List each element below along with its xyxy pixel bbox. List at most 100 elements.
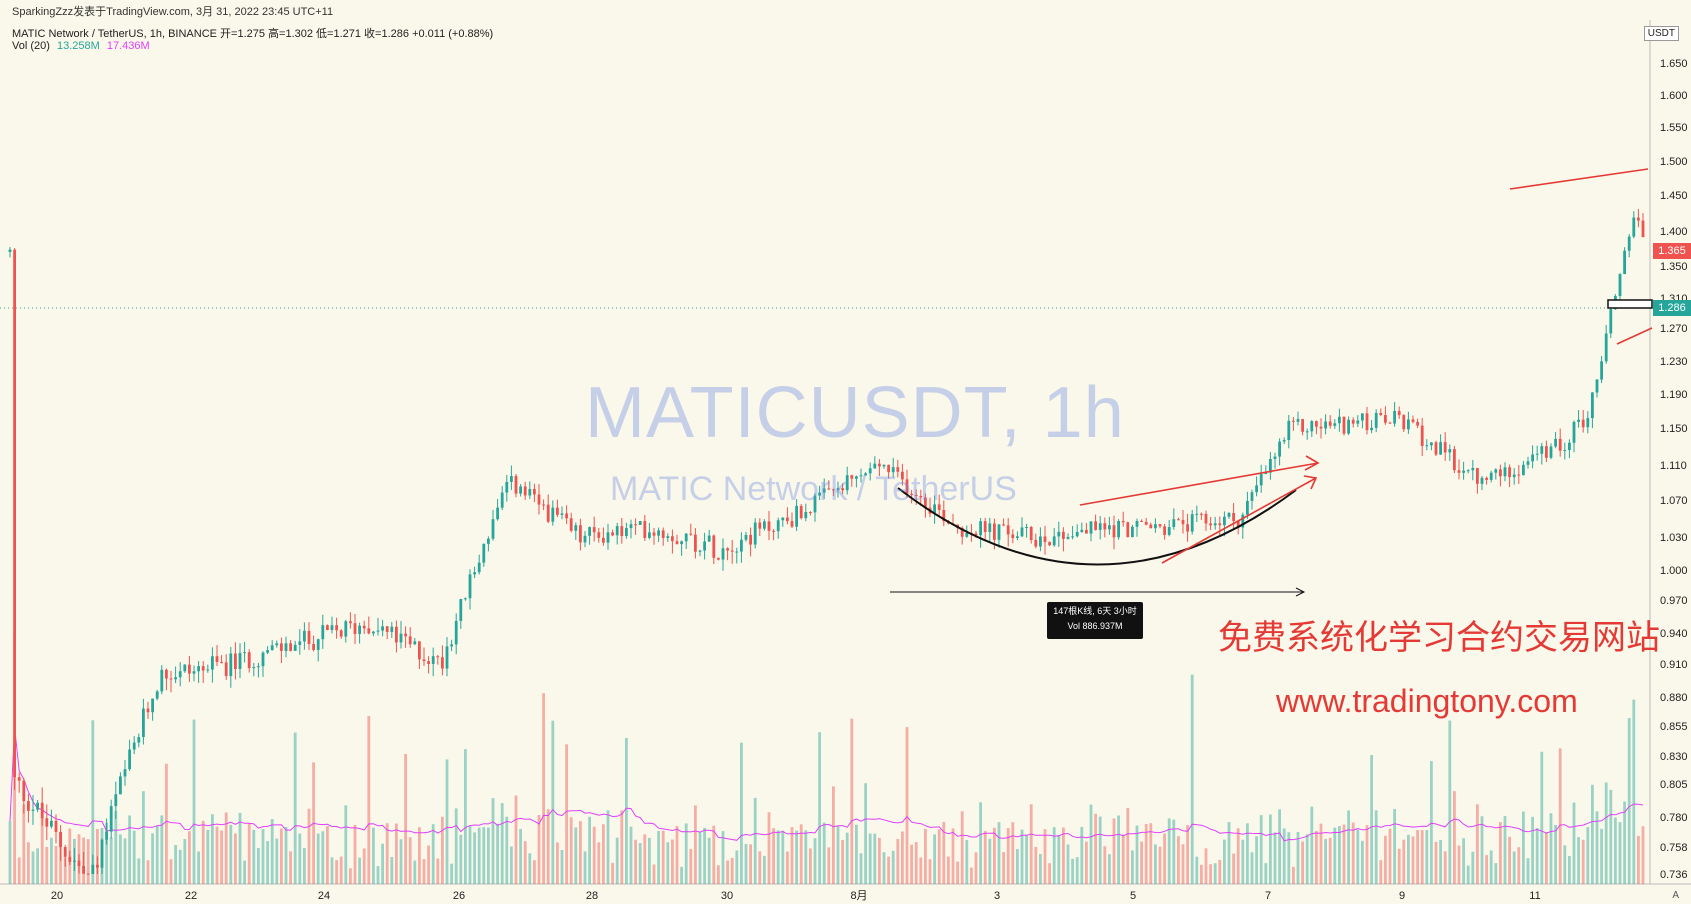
volume-bar [1034,846,1038,884]
volume-bar [744,843,748,884]
volume-bar [1144,823,1148,884]
candle-body [1499,469,1502,477]
volume-bar [238,812,242,884]
candle-body [1075,531,1079,537]
volume-bar [790,827,794,884]
candle-body [533,488,536,495]
support-zone-box [1607,299,1653,309]
candle-body [1494,469,1498,473]
volume-bar [1075,857,1079,884]
candle-body [919,496,923,498]
volume-bar [1568,855,1571,884]
candle-body [1048,542,1051,546]
y-tick-label: 1.070 [1660,495,1688,507]
volume-bar [588,816,591,884]
candle-body [1462,470,1465,473]
volume-bar [293,732,297,884]
candle-body [841,488,844,491]
candle-body [1103,523,1107,530]
volume-bar [349,868,352,884]
volume-bar [942,821,946,884]
volume-bar [482,827,486,884]
candle-body [247,652,251,669]
candle-body [13,249,16,778]
volume-bar [473,832,476,884]
candle-body [372,631,375,634]
volume-bar [1333,827,1337,884]
candle-body [1043,536,1047,543]
candle-body [91,864,95,874]
volume-bar [643,834,647,884]
candle-body [1218,523,1222,526]
candle-body [142,708,145,738]
candle-body [804,512,808,519]
volume-bar [781,830,785,884]
volume-bar [339,856,343,884]
candle-body [648,532,651,538]
volume-bar [1098,816,1102,884]
y-tick-label: 1.350 [1660,261,1688,273]
candle-body [160,669,164,692]
candle-body [795,505,798,527]
auto-scale-button[interactable]: A [1672,890,1679,901]
x-tick-label: 11 [1529,890,1540,902]
volume-bar [928,859,932,884]
volume-bar [275,838,279,884]
volume-bar [1181,844,1185,884]
volume-bar [1374,810,1378,884]
candle-body [289,643,292,651]
y-tick-label: 0.758 [1660,842,1688,854]
candle-body [1236,521,1240,528]
volume-bar [1614,817,1617,884]
volume-bar [786,851,789,884]
candle-body [1002,524,1005,526]
candle-body [1448,449,1452,453]
axis-unit-button[interactable]: USDT [1643,26,1679,41]
volume-bar [1338,826,1341,884]
volume-bar [1522,811,1525,884]
candle-body [914,494,918,497]
candle-body [1637,217,1640,221]
candle-body [45,818,49,827]
candle-body [422,659,426,662]
y-tick-label: 1.450 [1660,190,1688,202]
volume-bar [326,826,329,884]
candle-body [119,776,122,795]
volume-bar [864,783,867,884]
candle-body [1466,470,1470,472]
volume-bar [1204,848,1208,884]
volume-bar [1549,813,1553,884]
candle-body [1269,458,1272,473]
volume-bar [1328,837,1332,884]
volume-bar [1494,863,1498,884]
volume-bar [809,848,812,884]
candle-body [790,521,794,527]
y-tick-label: 1.190 [1660,389,1688,401]
candle-body [694,534,697,552]
candle-body [1572,421,1576,443]
volume-bar [491,798,495,884]
volume-bar [1347,810,1350,884]
candle-body [767,521,771,531]
volume-bar [937,829,941,884]
candle-body [395,626,398,643]
volume-bar [947,856,950,884]
volume-bar [1503,816,1507,884]
candle-body [1025,526,1028,528]
volume-bar [611,862,614,884]
candle-body [924,497,927,508]
candle-body [1397,410,1401,416]
volume-bar [50,837,53,884]
candle-body [8,249,12,252]
candle-body [105,831,108,840]
candle-body [1140,521,1143,523]
candle-body [1264,472,1268,475]
volume-bar [832,786,835,884]
candle-body [891,467,895,473]
promo-url[interactable]: www.tradingtony.com [1276,683,1578,719]
volume-bar [997,822,1001,884]
volume-bar [1006,828,1010,884]
candle-body [335,625,338,631]
candle-body [188,664,191,674]
